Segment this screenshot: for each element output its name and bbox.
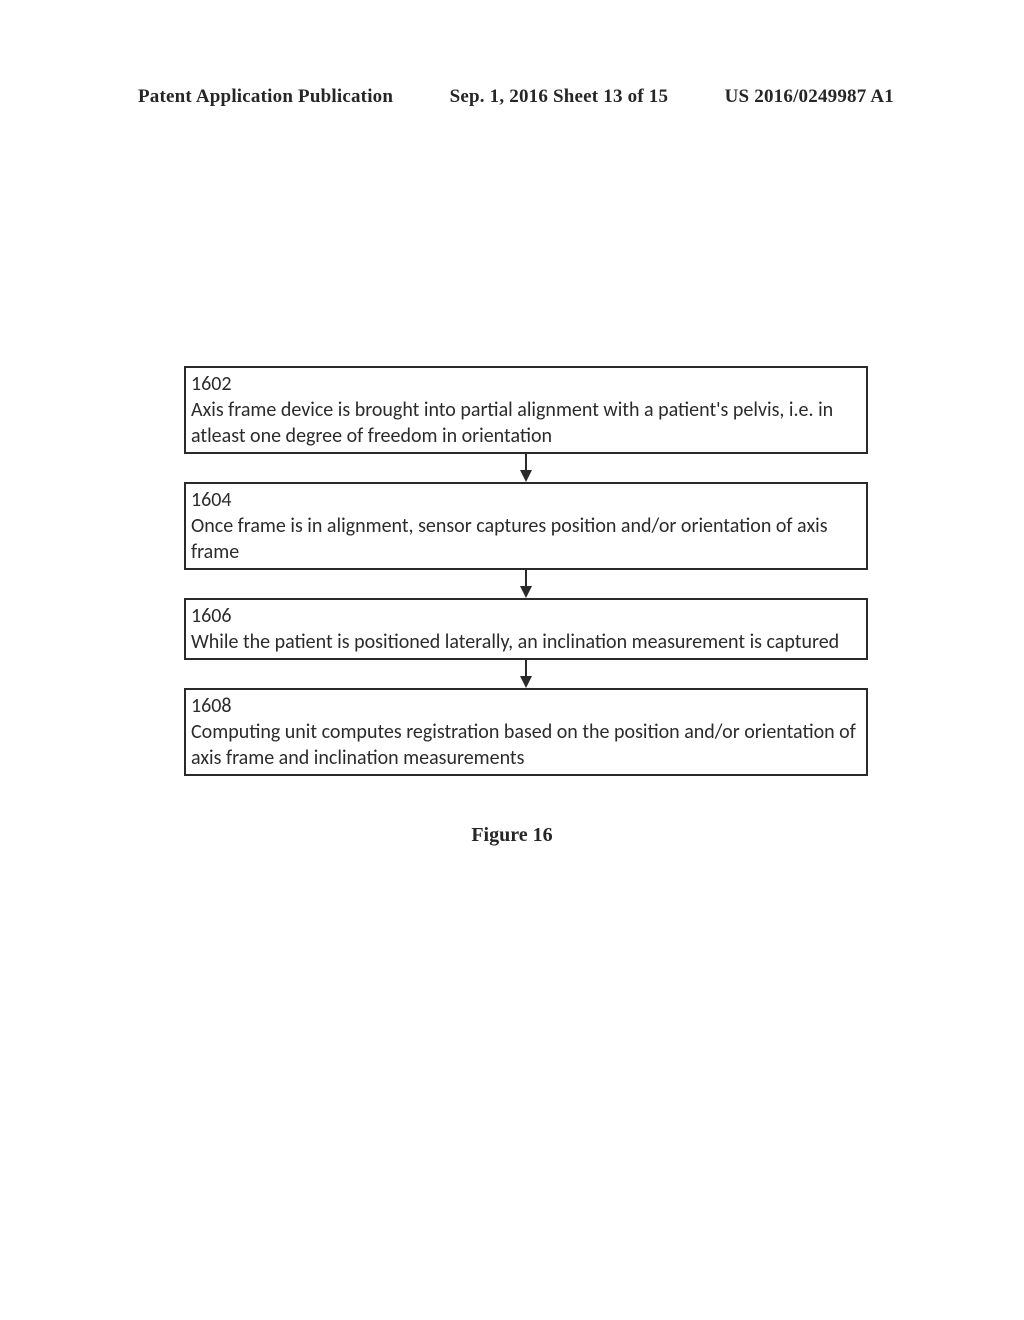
page-header: Patent Application Publication Sep. 1, 2…: [0, 86, 1024, 108]
flow-box-text: Computing unit computes registration bas…: [191, 720, 856, 770]
flow-arrow: [184, 454, 868, 482]
header-right: US 2016/0249987 A1: [725, 86, 894, 108]
flow-arrow: [184, 660, 868, 688]
flow-box-1604: 1604 Once frame is in alignment, sensor …: [184, 482, 868, 570]
flow-box-text: Axis frame device is brought into partia…: [191, 398, 833, 448]
arrow-down-icon: [518, 452, 534, 482]
flow-box-text: While the patient is positioned laterall…: [191, 630, 839, 654]
flow-arrow: [184, 570, 868, 598]
flow-box-number: 1604: [191, 487, 861, 513]
arrow-down-icon: [518, 658, 534, 688]
arrow-down-icon: [518, 568, 534, 598]
flow-box-text: Once frame is in alignment, sensor captu…: [191, 514, 828, 564]
flow-box-number: 1606: [191, 603, 861, 629]
flow-box-1606: 1606 While the patient is positioned lat…: [184, 598, 868, 660]
flow-box-1602: 1602 Axis frame device is brought into p…: [184, 366, 868, 454]
header-center: Sep. 1, 2016 Sheet 13 of 15: [450, 86, 669, 108]
flow-box-number: 1602: [191, 371, 861, 397]
flow-box-1608: 1608 Computing unit computes registratio…: [184, 688, 868, 776]
flow-box-number: 1608: [191, 693, 861, 719]
figure-caption: Figure 16: [0, 824, 1024, 847]
header-left: Patent Application Publication: [138, 86, 393, 108]
patent-page: Patent Application Publication Sep. 1, 2…: [0, 0, 1024, 1320]
flowchart: 1602 Axis frame device is brought into p…: [184, 366, 868, 776]
